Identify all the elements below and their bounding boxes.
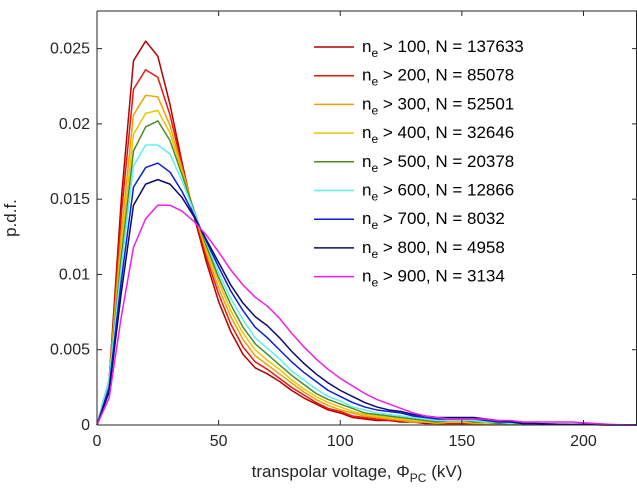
y-tick-label: 0.015: [50, 191, 90, 208]
y-tick-label: 0.02: [59, 116, 90, 133]
series-layer: [96, 40, 637, 426]
plot-background: [97, 11, 637, 425]
x-tick-label: 100: [327, 433, 354, 450]
x-tick-label: 200: [570, 433, 597, 450]
legend-label-8: ne > 800, N = 4958: [362, 238, 505, 261]
y-tick-label: 0: [81, 417, 90, 434]
legend-label-7: ne > 700, N = 8032: [362, 209, 505, 232]
x-tick-label: 50: [210, 433, 228, 450]
y-axis-label: p.d.f.: [1, 199, 20, 237]
legend-label-9: ne > 900, N = 3134: [362, 267, 505, 290]
y-tick-label: 0.005: [50, 342, 90, 359]
y-tick-label: 0.025: [50, 41, 90, 58]
plot-area: [97, 11, 637, 425]
legend-label-4: ne > 400, N = 32646: [362, 123, 514, 146]
legend-label-6: ne > 600, N = 12866: [362, 181, 514, 204]
legend-label-5: ne > 500, N = 20378: [362, 152, 514, 175]
x-tick-label: 0: [93, 433, 102, 450]
legend-label-2: ne > 200, N = 85078: [362, 66, 514, 89]
x-axis-label: transpolar voltage, ΦPC (kV): [252, 462, 463, 485]
y-tick-label: 0.01: [59, 266, 90, 283]
legend: ne > 100, N = 137633 ne > 200, N = 85078 n…: [314, 37, 524, 290]
x-tick-label: 150: [449, 433, 476, 450]
series-line-9: [96, 204, 637, 426]
legend-label-1: ne > 100, N = 137633: [362, 37, 524, 60]
series-line-8: [96, 178, 637, 426]
legend-label-3: ne > 300, N = 52501: [362, 94, 514, 117]
